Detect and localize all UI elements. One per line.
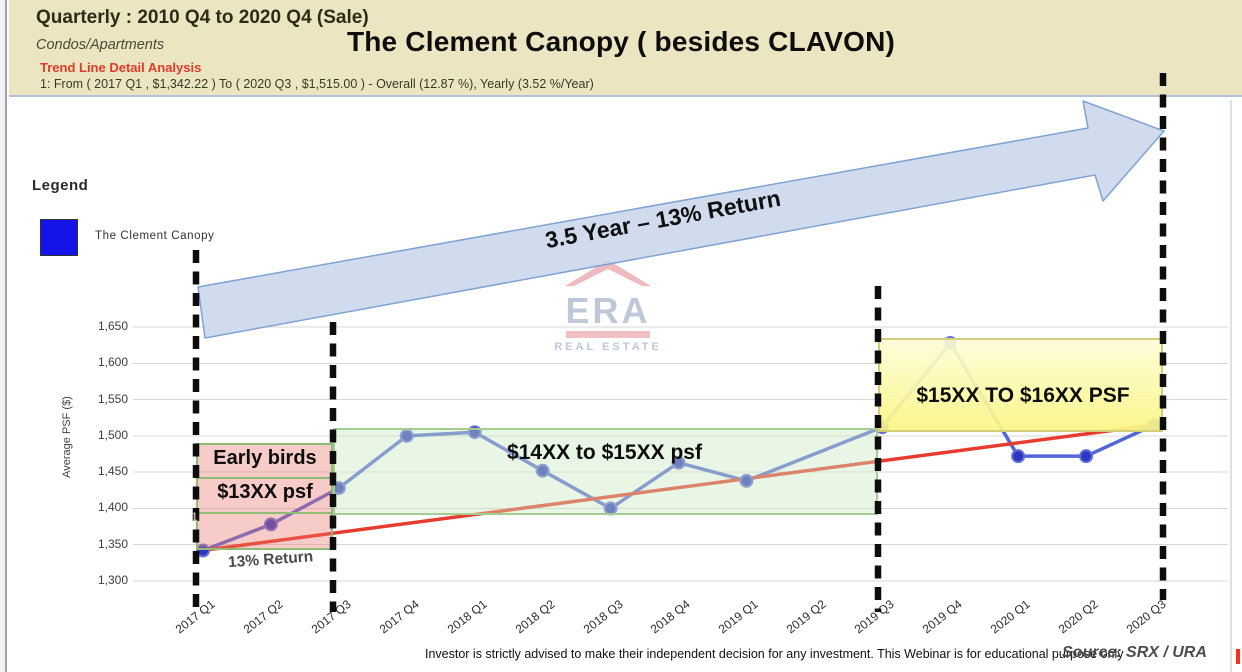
era-realestate-label: REAL ESTATE: [554, 341, 662, 353]
range-title: Quarterly : 2010 Q4 to 2020 Q4 (Sale): [36, 7, 369, 28]
data-point: [1146, 417, 1161, 432]
x-tick-label: 2017 Q4: [376, 597, 422, 637]
arrow-label: 3.5 Year – 13% Return: [543, 184, 783, 254]
data-point: [535, 463, 550, 478]
era-bar: [566, 331, 650, 338]
chart-main-title: The Clement Canopy ( besides CLAVON): [346, 26, 896, 57]
era-watermark: ERA REAL ESTATE: [552, 256, 664, 353]
data-point: [603, 501, 618, 516]
x-tick-label: 2019 Q4: [919, 597, 965, 637]
x-tick-label: 2019 Q3: [851, 597, 897, 637]
x-tick-label: 2019 Q2: [784, 597, 829, 637]
data-point: [1079, 449, 1094, 464]
trend-analysis-detail: 1: From ( 2017 Q1 , $1,342.22 ) To ( 202…: [40, 77, 594, 91]
data-point: [196, 543, 210, 558]
era-wordmark: ERA: [565, 290, 651, 331]
annotation-mid-range: $14XX to $15XX psf: [507, 441, 702, 464]
zone-divider: [196, 512, 333, 515]
property-type-label: Condos/Apartments: [36, 37, 165, 53]
footer-disclaimer: Investor is strictly advised to make the…: [425, 647, 1124, 661]
return-label: 13% Return: [227, 548, 314, 572]
data-point: [875, 420, 890, 435]
zone-divider: [196, 477, 333, 480]
x-tick-label: 2018 Q3: [580, 597, 626, 637]
x-tick-label: 2018 Q2: [512, 597, 558, 637]
legend-series-label: The Clement Canopy: [95, 230, 215, 242]
x-tick-label: 2018 Q4: [648, 597, 694, 637]
x-tick-label: 2018 Q1: [444, 597, 490, 637]
red-edge-mark: [1236, 649, 1240, 664]
data-point: [943, 335, 958, 350]
y-tick-label: 1,400: [97, 500, 128, 515]
report-header: Quarterly : 2010 Q4 to 2020 Q4 (Sale) Co…: [9, 0, 1242, 97]
footer-source: Source: SRX / URA: [1062, 644, 1207, 661]
x-tick-label: 2020 Q1: [987, 597, 1033, 637]
annotation-early-birds-line1: Early birds: [213, 447, 317, 469]
x-tick-label: 2017 Q1: [172, 597, 218, 637]
y-tick-label: 1,600: [97, 355, 128, 370]
annotation-early-birds-line2: $13XX psf: [217, 481, 313, 503]
y-tick-label: 1,300: [97, 573, 128, 587]
annotation-high-range: $15XX TO $16XX PSF: [916, 384, 1130, 407]
trend-analysis-label: Trend Line Detail Analysis: [40, 60, 202, 75]
window-left-edge: [0, 0, 7, 672]
trend-start-point-label: 1: [191, 510, 198, 524]
legend-swatch: [40, 219, 78, 256]
x-tick-label: 2017 Q2: [240, 597, 286, 637]
data-point: [1011, 449, 1026, 464]
x-tick-label: 2017 Q3: [308, 597, 354, 637]
y-tick-label: 1,350: [97, 536, 128, 551]
data-point: [263, 517, 278, 532]
data-point: [331, 481, 346, 496]
y-axis-title: Average PSF ($): [61, 396, 73, 478]
legend-title: Legend: [32, 177, 89, 194]
data-point: [467, 425, 482, 440]
data-point: [739, 473, 754, 488]
era-roof-icon: [565, 260, 651, 286]
x-tick-label: 2019 Q1: [716, 597, 762, 637]
y-tick-label: 1,650: [97, 319, 128, 333]
right-edge-line: [1230, 100, 1232, 672]
